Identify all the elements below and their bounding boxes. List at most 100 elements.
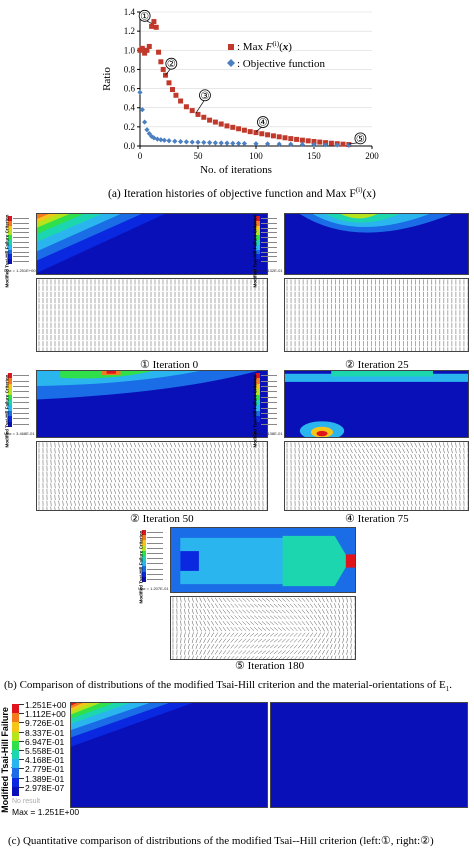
orientation-mark <box>78 494 80 501</box>
point-objective <box>311 142 317 148</box>
orientation-mark <box>238 626 243 632</box>
orientation-mark <box>238 597 243 602</box>
orientation-mark <box>338 608 341 615</box>
orientation-mark <box>113 483 117 489</box>
orientation-mark <box>269 609 275 614</box>
orientation-mark <box>125 465 129 471</box>
orientation-mark <box>426 494 429 501</box>
orientation-mark <box>90 465 92 471</box>
orientation-mark <box>410 454 413 460</box>
orientation-mark <box>451 453 453 460</box>
orientation-mark <box>390 506 393 510</box>
orientation-mark <box>253 638 259 643</box>
orientation-mark <box>431 500 433 506</box>
point-max-f <box>160 66 166 72</box>
orientation-mark <box>238 609 243 614</box>
orientation-mark <box>422 471 425 477</box>
orientation-mark <box>113 506 116 510</box>
panel-legend-title: Modified Tsai-Hill Failure Criterion <box>252 374 258 448</box>
scale-c-swatch <box>12 750 19 760</box>
scale-swatch <box>256 400 260 406</box>
orientation-mark <box>277 644 282 649</box>
orientation-mark <box>133 483 137 489</box>
orientation-mark <box>334 500 337 506</box>
orientation-mark <box>242 459 244 466</box>
orientation-mark <box>269 627 275 631</box>
iteration-panel: Max = 3.468E-01 Modified Tsai-Hill Failur… <box>0 370 268 512</box>
orientation-mark <box>438 459 441 466</box>
orientation-mark <box>439 500 441 506</box>
orientation-mark <box>289 638 294 643</box>
orientation-mark <box>177 448 181 454</box>
orientation-mark <box>125 477 129 483</box>
scale-tick <box>13 391 29 393</box>
orientation-mark <box>97 459 101 465</box>
orientation-mark <box>334 609 337 615</box>
orientation-mark <box>230 459 232 466</box>
y-tick-label: 0.8 <box>124 64 136 74</box>
orientation-mark <box>342 448 345 454</box>
annotation-leader <box>195 99 206 114</box>
scale-c-label: 1.251E+00 <box>25 700 67 710</box>
orientation-mark <box>346 626 348 632</box>
orientation-mark <box>121 483 125 489</box>
orientation-mark <box>350 459 353 465</box>
scale-tick <box>147 573 163 575</box>
orientation-mark <box>222 489 224 495</box>
orientation-mark <box>253 644 259 649</box>
orientation-mark <box>157 471 161 477</box>
orientation-mark <box>205 489 209 495</box>
orientation-mark <box>66 477 68 483</box>
orientation-mark <box>390 454 393 460</box>
scale-c-swatch <box>12 759 19 769</box>
orientation-mark <box>58 494 60 501</box>
scale-c-label: 5.558E-01 <box>25 746 65 756</box>
orientation-mark <box>209 471 213 477</box>
orientation-mark <box>321 614 325 620</box>
orientation-mark <box>187 632 190 638</box>
point-max-f <box>276 134 282 140</box>
orientation-mark <box>325 603 329 609</box>
orientation-mark <box>187 597 190 603</box>
orientation-mark <box>242 465 244 471</box>
orientation-mark <box>227 655 231 659</box>
orientation-mark <box>289 609 294 614</box>
orientation-mark <box>330 620 333 626</box>
orientation-mark <box>207 603 211 609</box>
orientation-mark <box>177 494 181 500</box>
orientation-mark <box>338 494 341 500</box>
orientation-mark <box>447 477 449 483</box>
orientation-mark <box>133 442 137 448</box>
point-objective <box>207 140 213 146</box>
orientation-mark <box>293 650 298 655</box>
orientation-mark <box>313 644 318 649</box>
orientation-mark <box>165 494 169 500</box>
orientation-mark <box>269 621 275 626</box>
orientation-mark <box>314 471 316 477</box>
orientation-mark <box>394 448 398 454</box>
point-objective <box>161 137 167 143</box>
orientation-mark <box>113 454 117 460</box>
annotation-marker <box>165 57 178 70</box>
orientation-mark <box>250 621 255 626</box>
scale-tick <box>147 578 163 580</box>
orientation-mark <box>374 483 377 489</box>
orientation-mark <box>58 448 60 454</box>
orientation-mark <box>366 471 369 477</box>
orientation-mark <box>269 638 275 643</box>
orientation-mark <box>230 453 232 460</box>
orientation-mark <box>451 459 453 466</box>
orientation-mark <box>265 609 271 614</box>
orientation-mark <box>213 465 217 471</box>
orientation-mark <box>313 597 318 603</box>
orientation-mark <box>373 442 378 448</box>
orientation-mark <box>161 506 164 510</box>
orientation-mark <box>113 442 117 448</box>
orientation-mark <box>125 489 129 495</box>
scale-swatch <box>142 540 146 546</box>
scale-tick <box>261 261 277 263</box>
orientation-mark <box>121 454 125 460</box>
scale-swatch <box>256 383 260 390</box>
point-max-f <box>265 132 271 138</box>
orientation-mark <box>322 494 324 501</box>
